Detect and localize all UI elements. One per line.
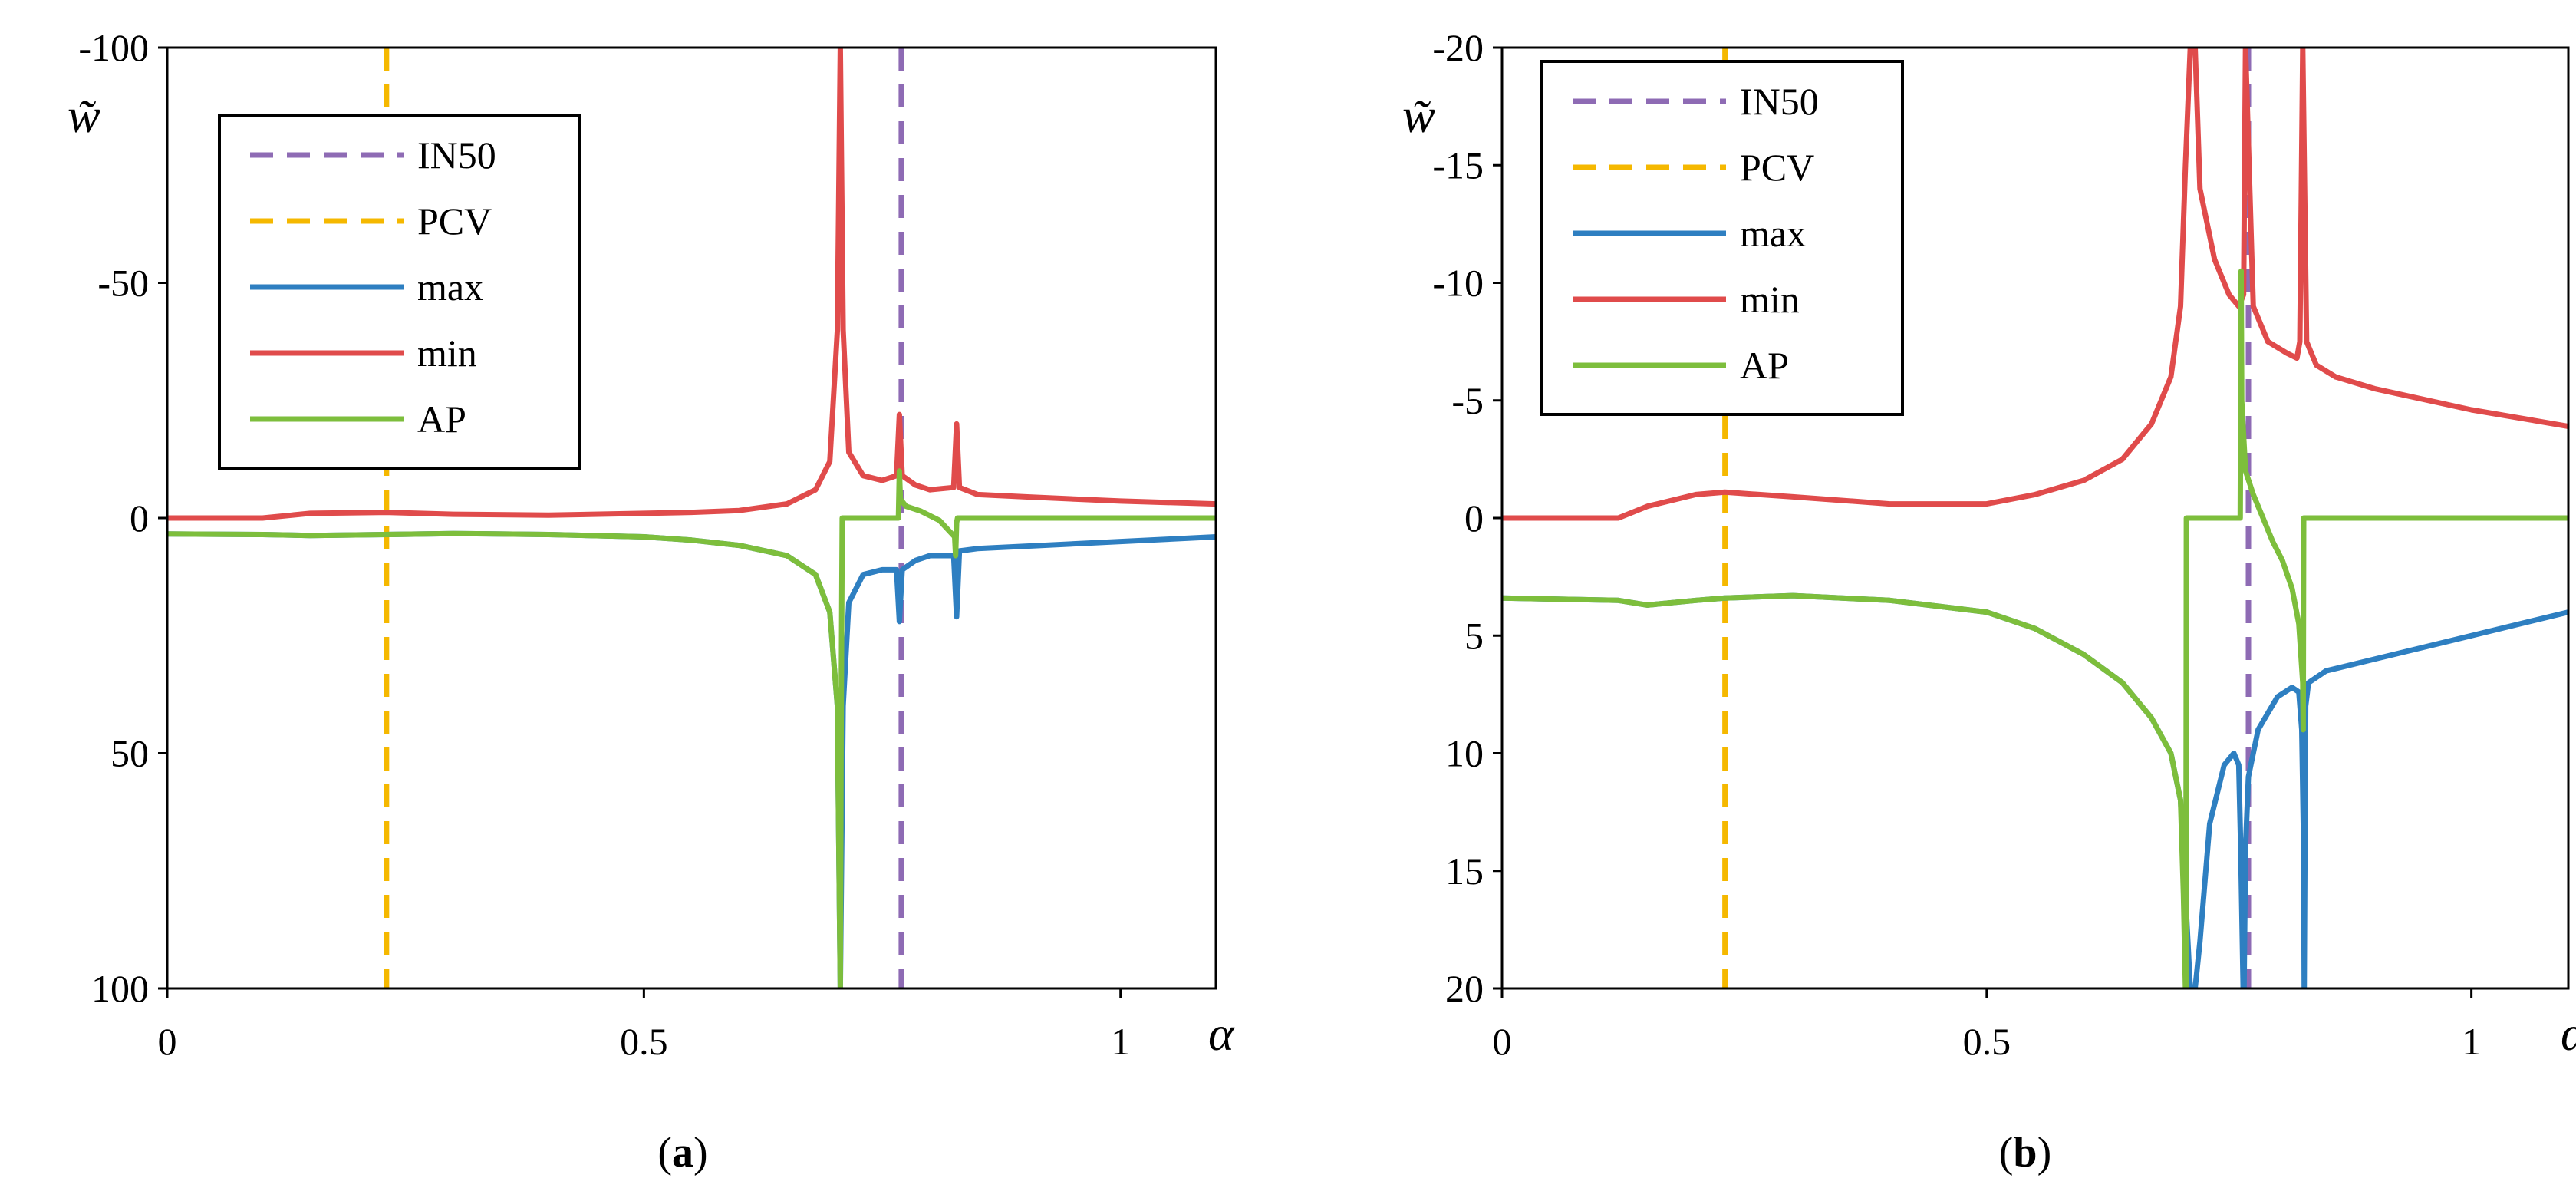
series-line-min	[167, 48, 1216, 521]
legend-box	[218, 114, 581, 470]
caption-close-paren: )	[693, 1129, 708, 1176]
series-line-ap	[167, 468, 1216, 988]
x-axis-label: α	[1208, 1006, 1235, 1061]
y-axis-label: w̃	[68, 88, 100, 143]
y-axis-label: w̃	[1402, 88, 1435, 143]
panel-a-caption: (a)	[657, 1129, 707, 1176]
y-tick-label: -50	[97, 262, 149, 305]
y-tick-label: -20	[1432, 26, 1484, 69]
y-tick-label: 20	[1445, 967, 1484, 1010]
caption-open-paren: (	[657, 1129, 672, 1176]
legend-label-ap: AP	[1740, 344, 1789, 387]
y-tick-label: 15	[1445, 850, 1484, 893]
legend-box	[1540, 60, 1904, 416]
legend-label-min: min	[1740, 278, 1800, 321]
y-tick-label: 0	[130, 497, 149, 540]
plot-area	[1502, 48, 2568, 988]
y-tick-label: -100	[78, 26, 149, 69]
legend-label-pcv: PCV	[417, 200, 492, 243]
legend-label-max: max	[1740, 212, 1806, 255]
legend-label-in50: IN50	[1740, 80, 1819, 123]
y-tick-label: -10	[1432, 262, 1484, 305]
legend-label-max: max	[417, 266, 483, 309]
series-line-min	[1502, 48, 2568, 521]
x-tick-label: 0.5	[1963, 1020, 2011, 1063]
y-tick-label: -5	[1451, 379, 1484, 422]
caption-letter: b	[2013, 1129, 2037, 1176]
legend-label-pcv: PCV	[1740, 146, 1814, 189]
x-tick-label: 0	[158, 1020, 177, 1063]
chart-panel-b: (b) -20-15-10-50510152000.51w̃αIN50PCVma…	[1402, 26, 2576, 1176]
y-tick-label: 0	[1464, 497, 1484, 540]
caption-close-paren: )	[2037, 1129, 2052, 1176]
y-tick-label: 50	[110, 732, 149, 775]
x-axis-label: α	[2561, 1006, 2576, 1061]
series-line-ap	[1502, 268, 2568, 988]
legend: IN50 PCV max min AP	[1540, 60, 1904, 416]
x-tick-label: 1	[1111, 1020, 1130, 1063]
caption-letter: a	[672, 1129, 693, 1176]
y-tick-label: 10	[1445, 732, 1484, 775]
y-tick-label: -15	[1432, 144, 1484, 186]
panel-b-caption: (b)	[1999, 1129, 2051, 1176]
x-tick-label: 1	[2462, 1020, 2481, 1063]
caption-open-paren: (	[1999, 1129, 2014, 1176]
x-tick-label: 0.5	[620, 1020, 668, 1063]
plot-frame	[166, 46, 1217, 990]
legend-label-in50: IN50	[417, 134, 496, 177]
y-tick-label: 100	[91, 967, 149, 1010]
plot-frame	[1500, 46, 2570, 990]
legend: IN50 PCV max min AP	[218, 114, 581, 470]
y-tick-label: 5	[1464, 614, 1484, 657]
x-tick-label: 0	[1493, 1020, 1512, 1063]
legend-label-min: min	[417, 332, 477, 375]
legend-label-ap: AP	[417, 398, 466, 441]
